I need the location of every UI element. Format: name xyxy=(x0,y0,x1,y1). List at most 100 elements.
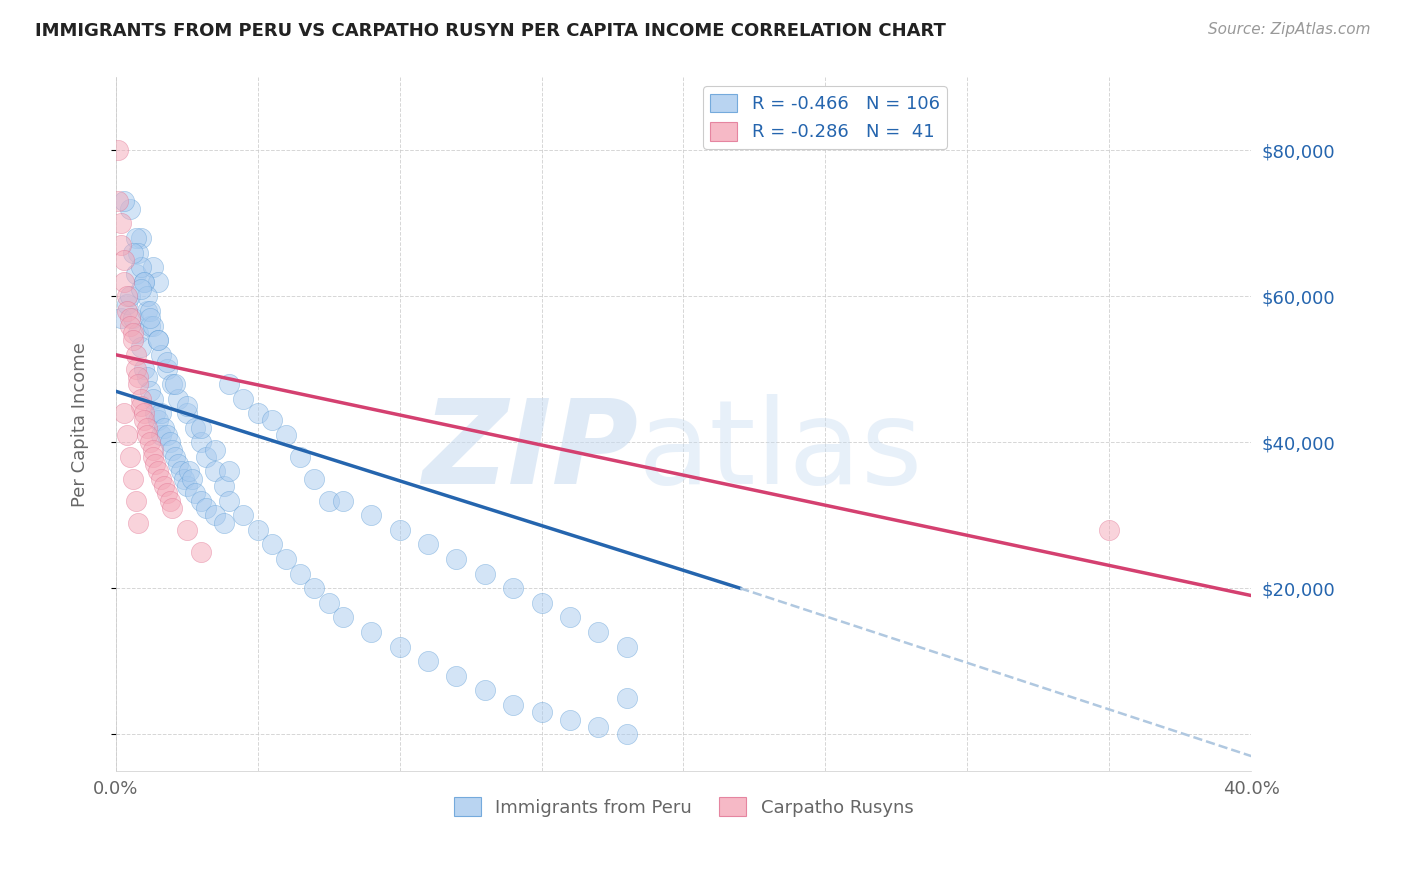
Point xyxy=(212,516,235,530)
Point xyxy=(318,596,340,610)
Point xyxy=(145,406,167,420)
Point xyxy=(446,669,468,683)
Point xyxy=(616,640,638,654)
Point xyxy=(232,508,254,523)
Point xyxy=(167,457,190,471)
Point xyxy=(274,428,297,442)
Point xyxy=(416,654,439,668)
Point xyxy=(176,523,198,537)
Point xyxy=(110,238,132,252)
Point xyxy=(176,479,198,493)
Point xyxy=(124,348,146,362)
Point xyxy=(135,369,157,384)
Point xyxy=(190,421,212,435)
Point xyxy=(246,523,269,537)
Point xyxy=(118,202,141,216)
Point xyxy=(148,465,170,479)
Point xyxy=(288,566,311,581)
Point xyxy=(145,457,167,471)
Point xyxy=(138,311,160,326)
Point xyxy=(274,552,297,566)
Point xyxy=(204,442,226,457)
Point xyxy=(129,282,152,296)
Point xyxy=(474,566,496,581)
Point xyxy=(121,326,143,340)
Point xyxy=(446,552,468,566)
Point xyxy=(360,625,382,640)
Point xyxy=(127,326,149,340)
Point xyxy=(141,260,163,275)
Point xyxy=(153,479,176,493)
Point xyxy=(124,362,146,376)
Point xyxy=(129,399,152,413)
Point xyxy=(195,500,218,515)
Point xyxy=(115,428,138,442)
Point xyxy=(115,304,138,318)
Point xyxy=(121,311,143,326)
Point xyxy=(118,318,141,333)
Point xyxy=(141,442,163,457)
Point xyxy=(110,311,132,326)
Point xyxy=(150,472,173,486)
Point xyxy=(129,231,152,245)
Point xyxy=(132,275,155,289)
Point xyxy=(148,333,170,347)
Point xyxy=(558,610,581,624)
Point xyxy=(176,406,198,420)
Point xyxy=(588,625,610,640)
Point xyxy=(138,318,160,333)
Point xyxy=(616,690,638,705)
Point xyxy=(112,406,135,420)
Point xyxy=(124,231,146,245)
Point xyxy=(246,406,269,420)
Point xyxy=(260,537,283,551)
Point xyxy=(141,392,163,406)
Point xyxy=(304,581,326,595)
Point xyxy=(318,493,340,508)
Point xyxy=(170,465,193,479)
Point xyxy=(388,523,411,537)
Point xyxy=(502,581,524,595)
Point xyxy=(112,194,135,209)
Point xyxy=(107,144,129,158)
Point xyxy=(118,289,141,303)
Point xyxy=(179,465,201,479)
Point xyxy=(121,333,143,347)
Point xyxy=(218,376,240,391)
Point xyxy=(332,610,354,624)
Point xyxy=(138,384,160,399)
Point xyxy=(218,465,240,479)
Text: IMMIGRANTS FROM PERU VS CARPATHO RUSYN PER CAPITA INCOME CORRELATION CHART: IMMIGRANTS FROM PERU VS CARPATHO RUSYN P… xyxy=(35,22,946,40)
Point xyxy=(121,245,143,260)
Point xyxy=(190,435,212,450)
Point xyxy=(150,406,173,420)
Point xyxy=(304,472,326,486)
Point xyxy=(132,413,155,427)
Point xyxy=(162,500,184,515)
Point xyxy=(218,493,240,508)
Point xyxy=(288,450,311,464)
Point xyxy=(360,508,382,523)
Point xyxy=(165,450,187,464)
Point xyxy=(124,268,146,282)
Point xyxy=(502,698,524,712)
Point xyxy=(159,435,181,450)
Point xyxy=(165,376,187,391)
Point xyxy=(135,304,157,318)
Point xyxy=(1098,523,1121,537)
Point xyxy=(190,493,212,508)
Point xyxy=(138,304,160,318)
Point xyxy=(115,289,138,303)
Point xyxy=(184,486,207,500)
Point xyxy=(190,545,212,559)
Point xyxy=(153,421,176,435)
Point xyxy=(107,194,129,209)
Text: Source: ZipAtlas.com: Source: ZipAtlas.com xyxy=(1208,22,1371,37)
Point xyxy=(204,508,226,523)
Point xyxy=(530,706,553,720)
Point xyxy=(162,376,184,391)
Point xyxy=(124,493,146,508)
Point xyxy=(530,596,553,610)
Point xyxy=(132,406,155,420)
Point xyxy=(260,413,283,427)
